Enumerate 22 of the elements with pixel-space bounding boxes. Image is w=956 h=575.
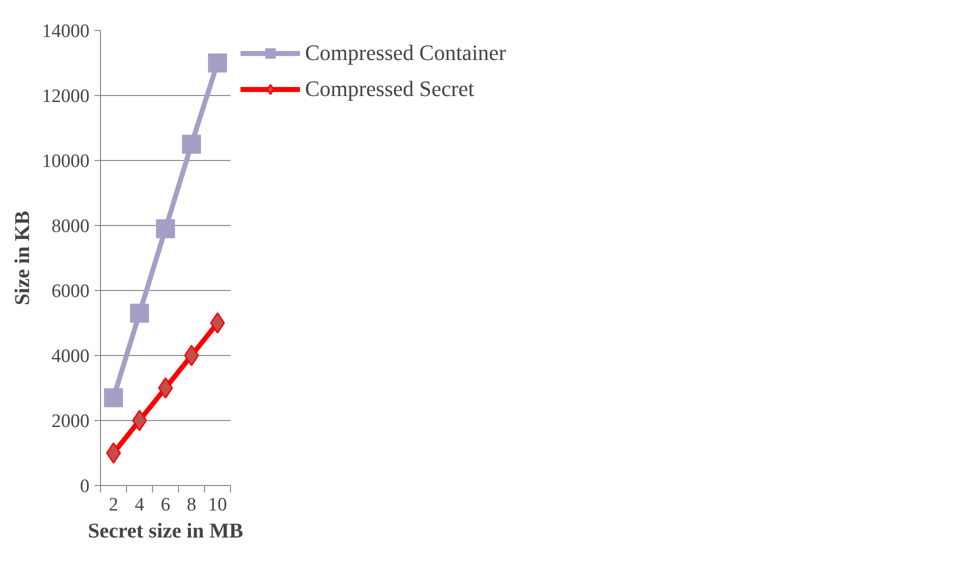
x-axis-title: Secret size in MB: [88, 518, 244, 542]
y-tick-label: 0: [80, 476, 90, 497]
x-tick-label: 6: [160, 494, 170, 516]
point: [156, 219, 175, 238]
legend-label: Compressed Secret: [305, 76, 474, 102]
y-tick-label: 8000: [52, 216, 90, 237]
x-tick-label: 4: [134, 494, 145, 516]
point: [104, 388, 123, 408]
y-tick-label: 12000: [42, 86, 90, 107]
x-tick-label: 8: [186, 494, 196, 516]
y-tick-label: 2000: [52, 411, 90, 432]
y-tick-label: 4000: [52, 346, 90, 367]
legend-label: Compressed Container: [305, 40, 506, 66]
point: [208, 54, 227, 72]
y-tick-label: 10000: [42, 151, 90, 172]
y-tick-label: 14000: [42, 21, 90, 42]
point: [130, 304, 149, 323]
y-axis-title: Size in KB: [10, 210, 34, 306]
point: [182, 134, 201, 154]
x-tick-label: 2: [108, 494, 118, 516]
y-tick-label: 6000: [52, 281, 90, 302]
x-tick-label: 10: [208, 494, 227, 516]
